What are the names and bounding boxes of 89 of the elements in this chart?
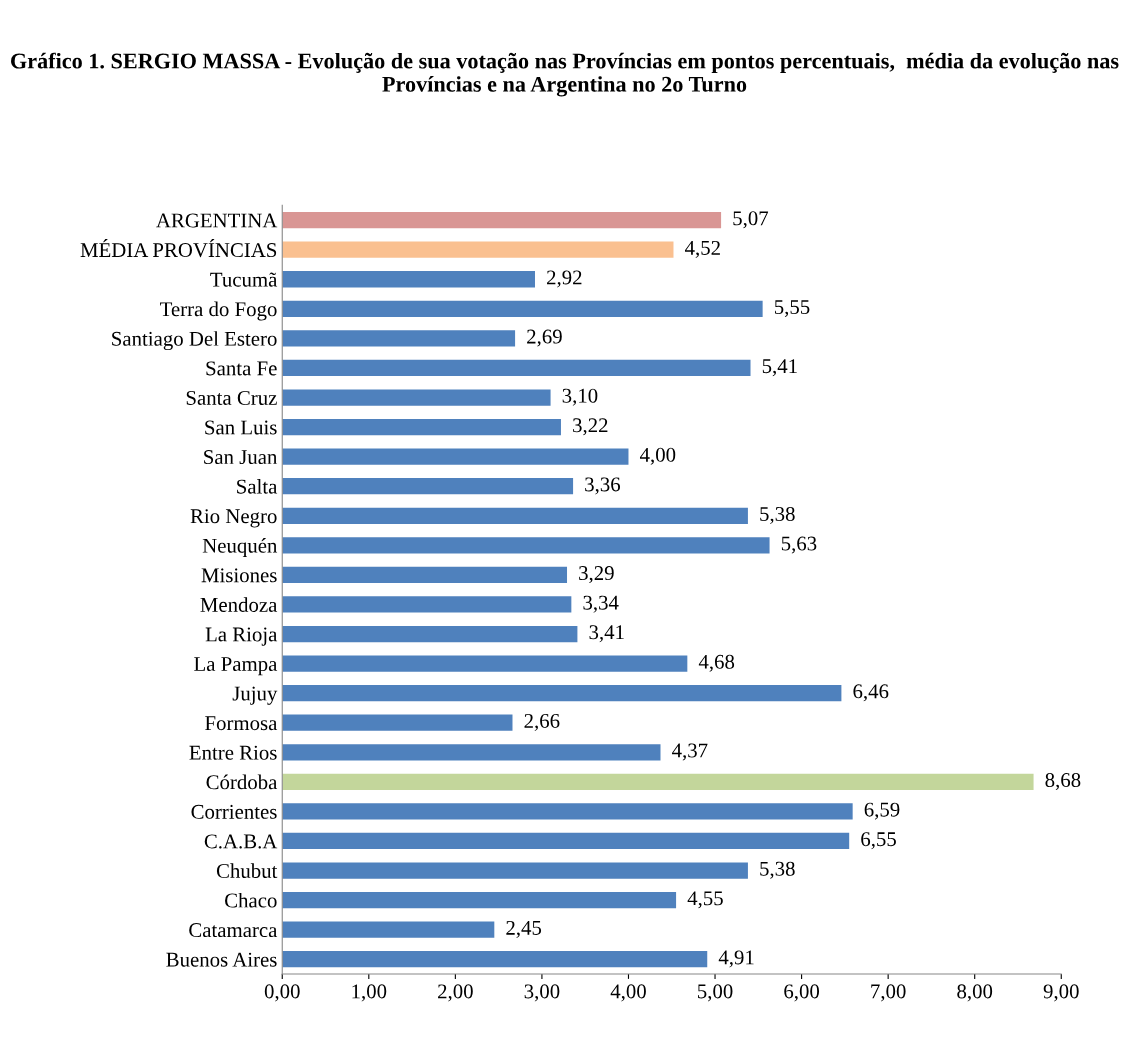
y-tick-label: ARGENTINA <box>156 213 278 228</box>
y-tick-label: Catamarca <box>189 923 278 938</box>
bar <box>282 773 1034 790</box>
y-tick-label: Santa Cruz <box>186 390 277 405</box>
bar <box>282 625 578 643</box>
y-tick-label: La Rioja <box>205 627 278 646</box>
x-tick-label: 8,00 <box>957 984 993 1002</box>
bar <box>282 596 572 613</box>
x-tick-label: 9,00 <box>1043 984 1079 1002</box>
bar <box>282 478 574 495</box>
data-label: 3,10 <box>562 388 598 406</box>
bar <box>282 507 748 524</box>
bar <box>282 803 853 820</box>
data-label: 4,37 <box>672 743 708 761</box>
data-label: 5,07 <box>733 211 769 229</box>
data-label: 5,41 <box>762 359 797 377</box>
y-tick-label: La Pampa <box>194 657 278 676</box>
data-label: 3,36 <box>585 477 621 495</box>
y-tick-label: San Juan <box>204 450 278 465</box>
data-label: 4,00 <box>639 447 676 465</box>
data-label: 4,55 <box>687 891 723 909</box>
data-label: 6,46 <box>853 684 889 702</box>
x-tick-label: 6,00 <box>784 984 820 1002</box>
bar <box>282 330 516 347</box>
data-label: 5,38 <box>760 861 795 879</box>
bar <box>282 211 722 229</box>
x-tick-label: 1,00 <box>352 984 387 1002</box>
data-label: 3,34 <box>583 595 619 613</box>
x-tick-label: 4,00 <box>610 984 646 1002</box>
data-label: 5,55 <box>774 300 810 318</box>
x-tick-label: 0,00 <box>264 984 300 1002</box>
y-tick-label: MÉDIA PROVÍNCIAS <box>80 239 277 258</box>
y-tick-label: Formosa <box>205 716 278 731</box>
data-label: 3,22 <box>573 418 608 436</box>
data-label: 2,45 <box>506 920 542 938</box>
data-label: 4,91 <box>718 950 754 968</box>
bar <box>282 862 748 879</box>
data-label: 8,68 <box>1045 773 1081 791</box>
y-tick-label: Mendoza <box>200 597 278 612</box>
data-label: 2,66 <box>524 713 560 731</box>
y-tick-label: Rio Negro <box>190 509 277 528</box>
data-label: 2,92 <box>547 270 582 288</box>
bar <box>282 685 842 702</box>
data-label: 2,69 <box>527 329 562 347</box>
y-tick-label: Chubut <box>216 863 278 878</box>
y-tick-label: Salta <box>237 478 278 494</box>
bar <box>282 537 770 554</box>
bar <box>282 359 751 377</box>
y-tick-label: San Luis <box>205 420 277 435</box>
bar <box>282 714 513 731</box>
data-label: 6,55 <box>861 832 896 850</box>
y-tick-label: Santiago Del Estero <box>112 331 277 351</box>
y-tick-label: Corrientes <box>191 804 277 819</box>
x-tick-label: 2,00 <box>438 984 473 1002</box>
y-tick-label: Córdoba <box>206 774 278 790</box>
data-label: 4,52 <box>685 240 720 258</box>
data-label: 3,29 <box>579 566 614 584</box>
bar <box>282 241 674 258</box>
y-tick-label: C.A.B.A <box>204 834 278 849</box>
bar <box>282 300 763 317</box>
y-tick-label: Tucumã <box>210 272 278 287</box>
y-tick-label: Buenos Aires <box>166 952 277 967</box>
x-tick-label: 7,00 <box>871 984 906 1002</box>
bar <box>282 891 677 909</box>
x-tick-label: 5,00 <box>698 984 733 1002</box>
y-tick-label: Chaco <box>225 892 277 908</box>
data-label: 6,59 <box>864 802 900 820</box>
x-tick-label: 3,00 <box>524 984 560 1002</box>
chart-title: Gráfico 1. SERGIO MASSA - Evolução de sua votação nas Províncias em pontos percentuais, média da evolução nas Províncias e na Argentina no 2o Turno <box>11 52 1119 97</box>
bar <box>282 921 495 938</box>
bar <box>282 418 561 436</box>
bar <box>282 389 551 406</box>
y-tick-label: Terra do Fogo <box>160 301 277 321</box>
bar <box>282 951 708 968</box>
y-tick-label: Misiones <box>201 568 277 583</box>
data-label: 3,41 <box>589 625 624 643</box>
data-label: 5,63 <box>781 536 817 554</box>
data-label: 4,68 <box>698 654 735 672</box>
bar <box>282 832 850 850</box>
bar <box>282 448 629 465</box>
data-label: 5,38 <box>760 506 795 524</box>
y-tick-label: Jujuy <box>232 686 278 705</box>
bar <box>282 271 535 288</box>
y-tick-label: Santa Fe <box>206 361 277 376</box>
bar <box>282 566 568 584</box>
bar <box>282 744 661 761</box>
y-tick-label: Entre Rios <box>189 745 277 760</box>
y-tick-label: Neuquén <box>202 538 278 558</box>
bar <box>282 655 688 672</box>
